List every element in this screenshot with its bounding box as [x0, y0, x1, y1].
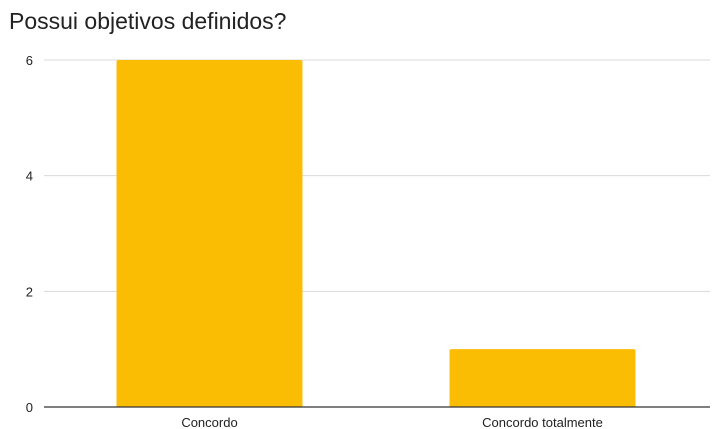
labels: 0 2 4 6 Concordo Concordo totalmente — [26, 53, 603, 429]
chart-title: Possui objetivos definidos? — [9, 8, 287, 34]
y-tick-label: 4 — [26, 169, 33, 184]
x-category-label: Concordo totalmente — [482, 415, 603, 429]
bar-concordo — [116, 60, 303, 407]
y-tick-label: 0 — [26, 400, 33, 415]
bar-concordo-totalmente — [449, 349, 636, 407]
y-tick-label: 6 — [26, 53, 33, 68]
bars — [116, 60, 636, 407]
y-tick-label: 2 — [26, 284, 33, 299]
x-category-label: Concordo — [181, 415, 237, 429]
